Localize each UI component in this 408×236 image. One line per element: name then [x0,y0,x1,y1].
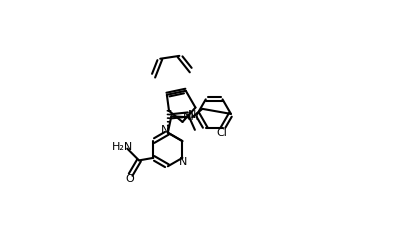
Text: NH: NH [182,112,199,122]
Text: O: O [125,174,134,184]
Text: N: N [179,157,187,167]
Text: Cl: Cl [216,128,227,138]
Text: H₂N: H₂N [111,142,133,152]
Text: N: N [161,125,169,135]
Text: N: N [188,110,196,120]
